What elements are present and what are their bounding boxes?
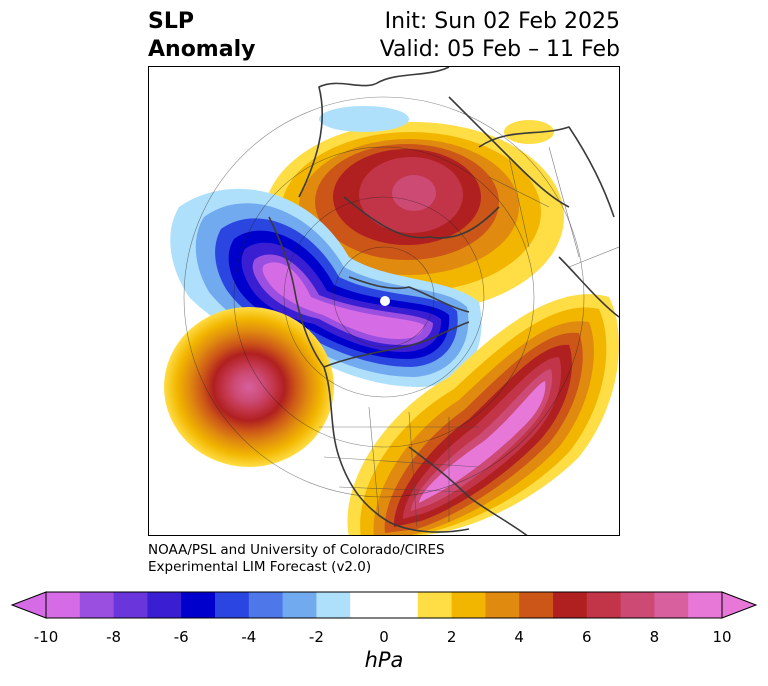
colorbar-tick-label: -4: [241, 628, 257, 646]
colorbar-swatch: [586, 592, 622, 618]
borders: [319, 146, 619, 528]
colorbar-swatch: [282, 592, 317, 618]
colorbar-unit: hPa: [364, 648, 404, 672]
credits: NOAA/PSL and University of Colorado/CIRE…: [148, 542, 445, 576]
colorbar-swatch: [316, 592, 351, 618]
credits-line1: NOAA/PSL and University of Colorado/CIRE…: [148, 542, 445, 558]
coastlines: [268, 67, 619, 535]
anomaly-negative-pacific-canada: [170, 188, 482, 387]
variable-label: SLP: [148, 9, 194, 34]
colorbar-extend-min: [10, 591, 47, 619]
colorbar-swatch: [654, 592, 689, 618]
valid-label: Valid: 05 Feb – 11 Feb: [379, 37, 620, 62]
graticule: [183, 96, 585, 498]
colorbar-swatch: [350, 592, 385, 618]
colorbar-swatch: [147, 592, 182, 618]
credits-line2: Experimental LIM Forecast (v2.0): [148, 559, 372, 575]
colorbar-tick-label: 0: [379, 628, 389, 646]
colorbar-swatch: [519, 592, 554, 618]
map-title-left: SLP Anomaly: [148, 8, 255, 64]
colorbar-swatch: [46, 592, 81, 618]
type-label: Anomaly: [148, 37, 256, 62]
colorbar-swatch: [248, 592, 284, 618]
colorbar-tick-label: -6: [173, 628, 189, 646]
colorbar-tick-label: -10: [33, 628, 59, 646]
colorbar-tick-label: 2: [446, 628, 457, 646]
colorbar: [10, 591, 758, 619]
colorbar-swatch: [451, 592, 486, 618]
colorbar-swatch: [553, 592, 588, 618]
colorbar-swatch: [485, 592, 520, 618]
colorbar-tick-label: 6: [582, 628, 592, 646]
anomaly-negative-greenland: [319, 106, 409, 132]
colorbar-swatch: [620, 592, 655, 618]
colorbar-swatch: [181, 592, 216, 618]
colorbar-tick-label: 4: [514, 628, 524, 646]
colorbar-swatch: [79, 592, 115, 618]
colorbar-tick-label: -8: [106, 628, 122, 646]
colorbar-swatch: [688, 592, 723, 618]
anomaly-positive-north-pacific: [164, 307, 334, 467]
pole-marker: [380, 296, 390, 306]
colorbar-tick-label: 10: [712, 628, 732, 646]
colorbar-tick-label: -2: [308, 628, 324, 646]
colorbar-boxes: [10, 591, 758, 619]
anomaly-positive-north-america: [347, 294, 619, 535]
colorbar-tick-label: 8: [649, 628, 660, 646]
colorbar-swatch: [417, 592, 453, 618]
colorbar-outline: [45, 591, 723, 619]
colorbar-extend-max: [721, 591, 758, 619]
anomaly-map-svg: [164, 67, 619, 535]
colorbar-swatch: [113, 592, 148, 618]
colorbar-swatch: [215, 592, 250, 618]
colorbar-swatch: [384, 592, 419, 618]
map-title-right: Init: Sun 02 Feb 2025 Valid: 05 Feb – 11…: [380, 8, 620, 64]
forecast-map: [148, 66, 620, 536]
init-label: Init: Sun 02 Feb 2025: [384, 9, 620, 34]
